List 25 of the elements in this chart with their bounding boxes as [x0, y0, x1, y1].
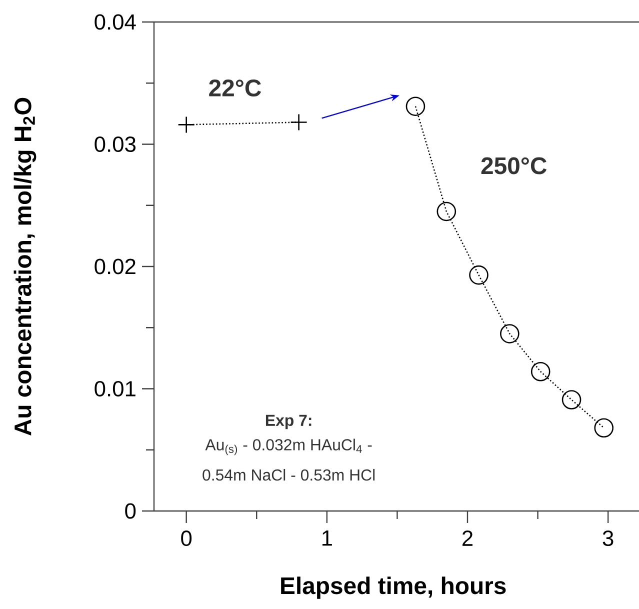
point [436, 202, 456, 222]
y-tick-label: 0.04 [94, 14, 136, 30]
annotation: Au$_{(s)}$ - 0.032m HAuCl$_{4}$ - [205, 438, 372, 456]
point [594, 418, 614, 438]
x-tick-label: 0 [181, 530, 192, 546]
annotation: 0.54m NaCl - 0.53m HCl [202, 468, 375, 481]
annotation: Exp 7: [266, 414, 312, 430]
x-tick-label: 3 [602, 530, 614, 546]
annotation: 250°C [481, 157, 547, 174]
y-tick-label: 0 [125, 503, 136, 519]
y-tick-label: 0.01 [94, 380, 136, 397]
y-tick-label: 0.02 [94, 258, 136, 274]
annotation: 22°C [209, 80, 262, 96]
point [530, 362, 550, 382]
x-tick-label: 1 [322, 530, 332, 546]
y-axis-title: Au concentration, mol/kg H$_{2}$O [14, 98, 36, 436]
x-axis-title: Elapsed time, hours [281, 576, 506, 599]
point [406, 96, 426, 116]
y-tick-label: 0.03 [94, 136, 136, 152]
x-tick-label: 2 [462, 530, 472, 546]
point [178, 116, 195, 134]
point [469, 265, 488, 285]
point [290, 114, 308, 131]
point [500, 324, 520, 344]
point [562, 390, 582, 410]
